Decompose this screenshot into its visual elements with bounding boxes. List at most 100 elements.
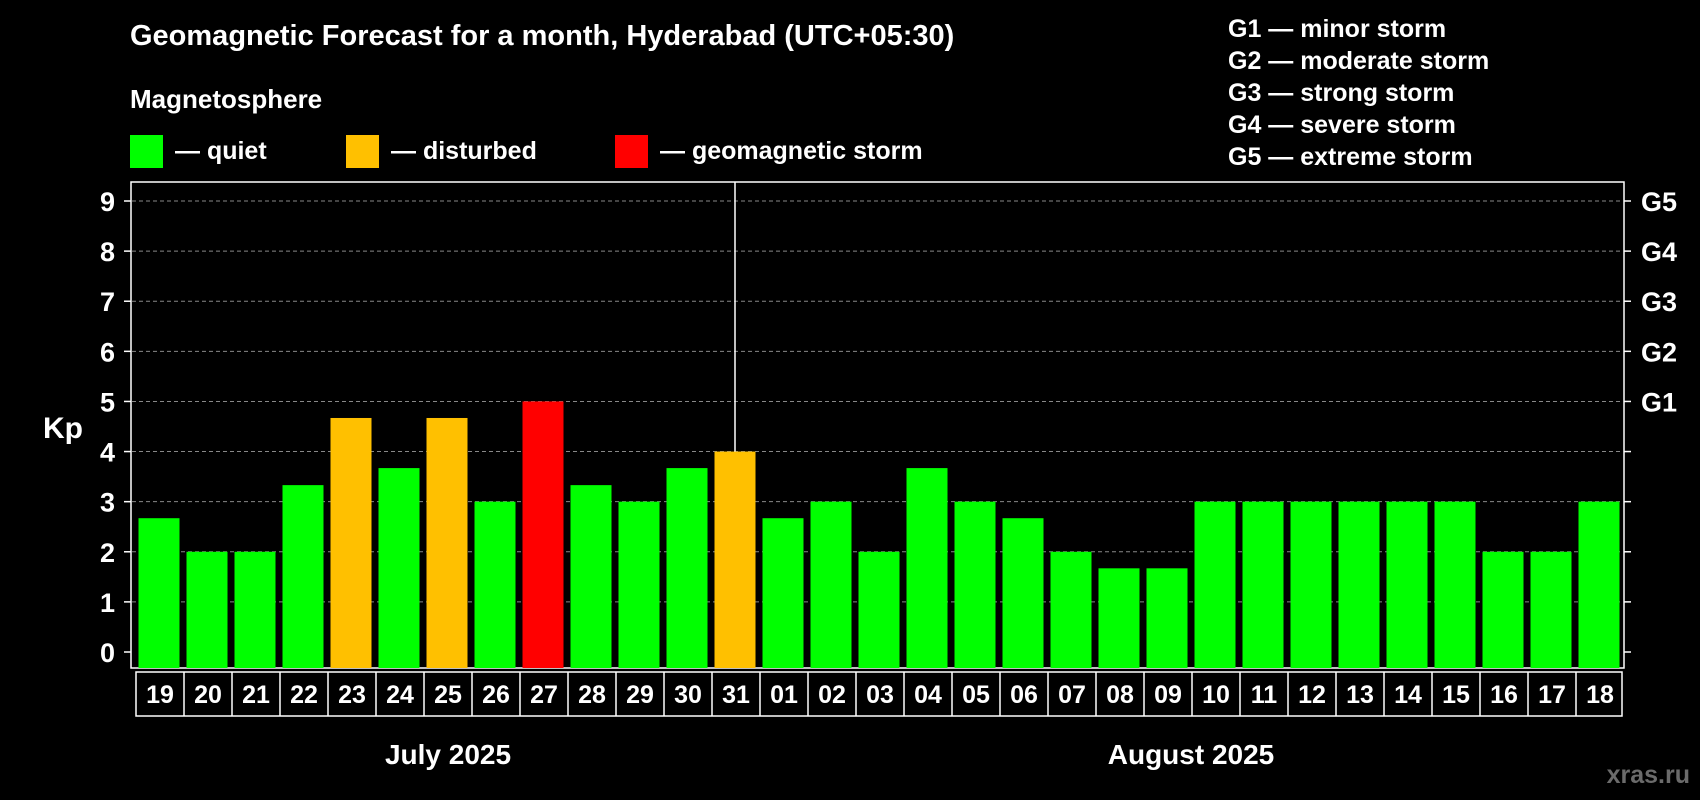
kp-bar bbox=[474, 501, 516, 668]
date-label: 12 bbox=[1298, 681, 1326, 709]
legend-quiet: — quiet bbox=[130, 134, 267, 168]
legend-disturbed-label: — disturbed bbox=[391, 136, 537, 165]
date-label: 23 bbox=[338, 681, 366, 709]
kp-bar bbox=[906, 468, 948, 668]
date-label: 04 bbox=[914, 681, 942, 709]
y-tick-label: 9 bbox=[100, 187, 115, 217]
g-scale-g4: G4 — severe storm bbox=[1228, 111, 1456, 139]
date-label: 08 bbox=[1106, 681, 1134, 709]
date-label: 10 bbox=[1202, 681, 1230, 709]
date-label: 07 bbox=[1058, 681, 1086, 709]
date-label: 02 bbox=[818, 681, 846, 709]
kp-bar bbox=[1530, 551, 1572, 668]
kp-bar bbox=[570, 485, 612, 668]
month-label-august: August 2025 bbox=[1108, 739, 1275, 770]
kp-bar bbox=[1290, 501, 1332, 668]
legend-disturbed-swatch bbox=[346, 134, 379, 168]
date-label: 17 bbox=[1538, 681, 1566, 709]
kp-bar bbox=[522, 401, 564, 668]
kp-bar bbox=[666, 468, 708, 668]
legend-storm-swatch bbox=[615, 134, 648, 168]
kp-bar bbox=[1242, 501, 1284, 668]
date-label: 03 bbox=[866, 681, 894, 709]
kp-bar bbox=[1194, 501, 1236, 668]
kp-bar bbox=[138, 518, 180, 668]
date-row-frame bbox=[135, 671, 1623, 717]
y-tick-label: 3 bbox=[100, 488, 115, 518]
kp-bar bbox=[810, 501, 852, 668]
kp-bar bbox=[234, 551, 276, 668]
date-label: 24 bbox=[386, 681, 414, 709]
legend-storm: — geomagnetic storm bbox=[615, 134, 923, 168]
y-tick-label: 4 bbox=[100, 438, 115, 468]
kp-bar bbox=[954, 501, 996, 668]
date-label: 27 bbox=[530, 681, 558, 709]
date-label: 25 bbox=[434, 681, 462, 709]
legend-disturbed: — disturbed bbox=[346, 134, 537, 168]
date-label: 13 bbox=[1346, 681, 1374, 709]
kp-bar bbox=[186, 551, 228, 668]
date-label: 20 bbox=[194, 681, 222, 709]
kp-bar bbox=[282, 485, 324, 668]
y-tick-label: 8 bbox=[100, 237, 115, 267]
kp-bar bbox=[1482, 551, 1524, 668]
g-scale-legend: G1 — minor storm G2 — moderate storm G3 … bbox=[1228, 13, 1489, 173]
g-scale-g2: G2 — moderate storm bbox=[1228, 47, 1490, 75]
kp-bar bbox=[1386, 501, 1428, 668]
date-label: 31 bbox=[722, 681, 750, 709]
kp-bar bbox=[426, 417, 468, 668]
watermark: xras.ru bbox=[1606, 761, 1690, 789]
kp-bar bbox=[762, 518, 804, 668]
y-tick-label: 1 bbox=[100, 588, 115, 618]
date-label: 16 bbox=[1490, 681, 1518, 709]
date-label: 26 bbox=[482, 681, 510, 709]
date-label: 28 bbox=[578, 681, 606, 709]
right-g-label: G5 bbox=[1641, 187, 1677, 217]
kp-bar bbox=[1338, 501, 1380, 668]
date-label: 15 bbox=[1442, 681, 1470, 709]
date-label: 22 bbox=[290, 681, 318, 709]
date-label: 18 bbox=[1586, 681, 1614, 709]
date-label: 30 bbox=[674, 681, 702, 709]
date-label: 06 bbox=[1010, 681, 1038, 709]
date-label: 29 bbox=[626, 681, 654, 709]
chart-title: Geomagnetic Forecast for a month, Hydera… bbox=[130, 20, 955, 52]
date-label: 21 bbox=[242, 681, 270, 709]
g-scale-g5: G5 — extreme storm bbox=[1228, 143, 1473, 171]
kp-bar bbox=[330, 417, 372, 668]
kp-bar bbox=[1578, 501, 1620, 668]
kp-bar bbox=[618, 501, 660, 668]
kp-bar bbox=[1098, 568, 1140, 668]
y-axis-label: Kp bbox=[43, 412, 83, 445]
date-label: 09 bbox=[1154, 681, 1182, 709]
right-g-label: G4 bbox=[1641, 237, 1677, 267]
right-g-label: G2 bbox=[1641, 337, 1677, 367]
date-label: 14 bbox=[1394, 681, 1422, 709]
date-label: 05 bbox=[962, 681, 990, 709]
kp-bar bbox=[1002, 518, 1044, 668]
right-g-label: G3 bbox=[1641, 287, 1677, 317]
kp-bar bbox=[1050, 551, 1092, 668]
date-label: 19 bbox=[146, 681, 174, 709]
y-tick-label: 0 bbox=[100, 638, 115, 668]
month-label-july: July 2025 bbox=[385, 739, 511, 770]
legend-quiet-label: — quiet bbox=[175, 136, 267, 165]
legend-storm-label: — geomagnetic storm bbox=[660, 136, 923, 165]
kp-bar bbox=[1146, 568, 1188, 668]
right-g-label: G1 bbox=[1641, 387, 1677, 417]
kp-bar bbox=[1434, 501, 1476, 668]
magnetosphere-label: Magnetosphere bbox=[130, 84, 323, 114]
kp-bar bbox=[378, 468, 420, 668]
date-label: 11 bbox=[1251, 681, 1278, 709]
y-tick-label: 5 bbox=[100, 387, 115, 417]
y-tick-label: 2 bbox=[100, 538, 115, 568]
y-tick-label: 6 bbox=[100, 337, 115, 367]
kp-bar bbox=[858, 551, 900, 668]
g-scale-g3: G3 — strong storm bbox=[1228, 79, 1455, 107]
date-label: 01 bbox=[770, 681, 798, 709]
y-tick-label: 7 bbox=[100, 287, 115, 317]
legend-quiet-swatch bbox=[130, 134, 163, 168]
kp-bar bbox=[714, 451, 756, 668]
g-scale-g1: G1 — minor storm bbox=[1228, 15, 1447, 43]
